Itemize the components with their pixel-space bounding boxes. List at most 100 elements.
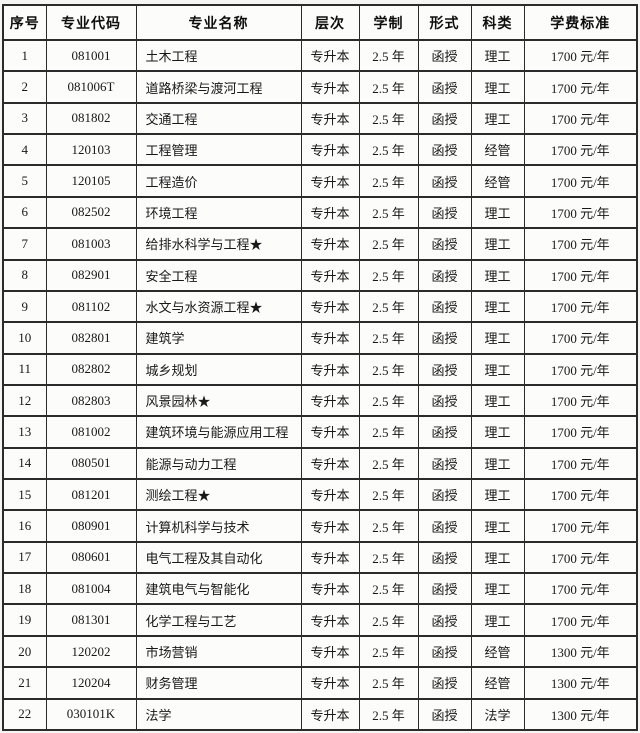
cell-name: 建筑电气与智能化 xyxy=(135,572,302,606)
cell-index: 4 xyxy=(2,133,47,167)
table-header: 序号 专业代码 专业名称 层次 学制 形式 科类 学费标准 xyxy=(2,4,638,41)
cell-tuition: 1700 元/年 xyxy=(523,415,638,449)
cell-level: 专升本 xyxy=(300,164,360,198)
cell-duration: 2.5 年 xyxy=(358,195,419,230)
cell-level: 专升本 xyxy=(300,383,360,418)
cell-code: 081802 xyxy=(45,101,137,136)
cell-index: 22 xyxy=(2,697,47,732)
cell-category: 理工 xyxy=(470,101,525,136)
cell-level: 专升本 xyxy=(300,70,360,104)
cell-form: 函授 xyxy=(417,634,472,669)
cell-code: 081003 xyxy=(45,227,137,261)
cell-name: 环境工程 xyxy=(135,195,302,230)
cell-duration: 2.5 年 xyxy=(358,415,419,449)
cell-name: 交通工程 xyxy=(135,101,302,136)
cell-form: 函授 xyxy=(417,603,472,637)
cell-code: 120103 xyxy=(45,133,137,167)
cell-tuition: 1700 元/年 xyxy=(523,572,638,606)
cell-form: 函授 xyxy=(417,38,472,73)
cell-category: 经管 xyxy=(470,634,525,669)
cell-duration: 2.5 年 xyxy=(358,321,419,355)
table-row: 10 082801 建筑学 专升本 2.5 年函授 理工 1700 元/年 xyxy=(2,321,638,355)
cell-level: 专升本 xyxy=(300,195,360,230)
cell-level: 专升本 xyxy=(300,572,360,606)
cell-category: 理工 xyxy=(470,289,525,324)
cell-name: 给排水科学与工程★ xyxy=(135,227,302,261)
cell-duration: 2.5 年 xyxy=(358,478,419,512)
table-row: 17 080601 电气工程及其自动化 专升本 2.5 年函授 理工 1700 元/年 xyxy=(2,540,638,575)
cell-form: 函授 xyxy=(417,321,472,355)
cell-name: 法学 xyxy=(135,697,302,732)
cell-index: 19 xyxy=(2,603,47,637)
cell-category: 理工 xyxy=(470,383,525,418)
cell-level: 专升本 xyxy=(300,352,360,386)
cell-index: 9 xyxy=(2,289,47,324)
column-header-duration: 学制 xyxy=(358,4,419,41)
table-row: 19 081301 化学工程与工艺 专升本 2.5 年函授 理工 1700 元/年 xyxy=(2,603,638,637)
table-row: 2 081006T 道路桥梁与渡河工程 专升本 2.5 年函授 理工 1700 元/年 xyxy=(2,70,638,104)
table-row: 9 081102 水文与水资源工程★ 专升本 2.5 年函授 理工 1700 元/年 xyxy=(2,289,638,324)
table-row: 20 120202 市场营销 专升本 2.5 年函授 经管 1300 元/年 xyxy=(2,634,638,669)
cell-code: 082901 xyxy=(45,258,137,292)
cell-category: 理工 xyxy=(470,509,525,543)
cell-code: 082502 xyxy=(45,195,137,230)
cell-name: 水文与水资源工程★ xyxy=(135,289,302,324)
table-row: 5 120105 工程造价 专升本 2.5 年函授 经管 1700 元/年 xyxy=(2,164,638,198)
cell-code: 081004 xyxy=(45,572,137,606)
cell-duration: 2.5 年 xyxy=(358,352,419,386)
cell-level: 专升本 xyxy=(300,603,360,637)
cell-code: 030101K xyxy=(45,697,137,732)
column-header-category: 科类 xyxy=(470,4,525,41)
cell-name: 市场营销 xyxy=(135,634,302,669)
cell-form: 函授 xyxy=(417,227,472,261)
cell-duration: 2.5 年 xyxy=(358,603,419,637)
cell-level: 专升本 xyxy=(300,289,360,324)
cell-form: 函授 xyxy=(417,383,472,418)
cell-category: 理工 xyxy=(470,603,525,637)
cell-index: 3 xyxy=(2,101,47,136)
cell-duration: 2.5 年 xyxy=(358,227,419,261)
cell-category: 理工 xyxy=(470,227,525,261)
table-row: 21 120204 财务管理 专升本 2.5 年函授 经管 1300 元/年 xyxy=(2,666,638,700)
cell-level: 专升本 xyxy=(300,509,360,543)
cell-tuition: 1700 元/年 xyxy=(523,227,638,261)
cell-level: 专升本 xyxy=(300,634,360,669)
cell-tuition: 1700 元/年 xyxy=(523,478,638,512)
cell-form: 函授 xyxy=(417,70,472,104)
header-row: 序号 专业代码 专业名称 层次 学制 形式 科类 学费标准 xyxy=(2,4,638,41)
column-header-form: 形式 xyxy=(417,4,472,41)
cell-name: 计算机科学与技术 xyxy=(135,509,302,543)
table-row: 6 082502 环境工程 专升本 2.5 年函授 理工 1700 元/年 xyxy=(2,195,638,230)
cell-index: 8 xyxy=(2,258,47,292)
cell-form: 函授 xyxy=(417,572,472,606)
cell-code: 082802 xyxy=(45,352,137,386)
cell-tuition: 1300 元/年 xyxy=(523,697,638,732)
cell-name: 工程管理 xyxy=(135,133,302,167)
table-row: 16 080901 计算机科学与技术 专升本 2.5 年函授 理工 1700 元/年 xyxy=(2,509,638,543)
cell-duration: 2.5 年 xyxy=(358,383,419,418)
cell-category: 理工 xyxy=(470,321,525,355)
cell-form: 函授 xyxy=(417,164,472,198)
cell-category: 理工 xyxy=(470,478,525,512)
cell-name: 测绘工程★ xyxy=(135,478,302,512)
cell-name: 财务管理 xyxy=(135,666,302,700)
cell-form: 函授 xyxy=(417,478,472,512)
cell-code: 082801 xyxy=(45,321,137,355)
cell-category: 法学 xyxy=(470,697,525,732)
cell-tuition: 1700 元/年 xyxy=(523,101,638,136)
cell-name: 土木工程 xyxy=(135,38,302,73)
cell-form: 函授 xyxy=(417,666,472,700)
cell-code: 080901 xyxy=(45,509,137,543)
cell-form: 函授 xyxy=(417,697,472,732)
cell-duration: 2.5 年 xyxy=(358,289,419,324)
cell-name: 城乡规划 xyxy=(135,352,302,386)
cell-tuition: 1700 元/年 xyxy=(523,352,638,386)
cell-index: 10 xyxy=(2,321,47,355)
cell-category: 理工 xyxy=(470,540,525,575)
table-row: 18 081004 建筑电气与智能化 专升本 2.5 年函授 理工 1700 元/年 xyxy=(2,572,638,606)
cell-name: 能源与动力工程 xyxy=(135,446,302,481)
cell-level: 专升本 xyxy=(300,415,360,449)
cell-index: 21 xyxy=(2,666,47,700)
cell-index: 15 xyxy=(2,478,47,512)
